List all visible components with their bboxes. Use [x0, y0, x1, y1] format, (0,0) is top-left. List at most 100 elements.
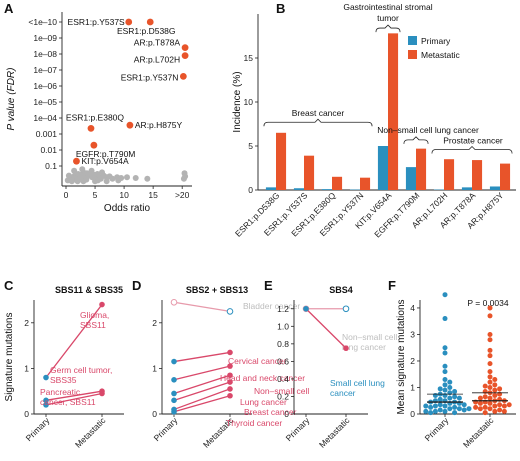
- panel-d-series-label: Bladder cancer: [243, 301, 300, 311]
- panel-e-series-label-line2: lung cancer: [342, 342, 386, 352]
- panel-f-metastatic-point: [492, 392, 498, 398]
- panel-c-series-label-line2: SBS11: [80, 320, 106, 330]
- panel-d-series-label: Breast cancer: [244, 407, 297, 417]
- panel-c-title: SBS11 & SBS35: [55, 285, 123, 295]
- panel-f-metastatic-point: [487, 374, 493, 380]
- panel-b-group-bracket: [431, 145, 513, 154]
- panel-b-bar-primary: [461, 187, 472, 190]
- panel-c-series-label-line2: cancer, SBS11: [40, 397, 96, 407]
- panel-e: E SBS4 0 0.2 0.4 0.6 0.8 1.0 1.2 Primary Metastati…: [264, 278, 397, 450]
- panel-a-xtick-label: 5: [93, 190, 98, 200]
- panel-f-primary-point: [442, 363, 448, 369]
- series-line: [173, 381, 231, 401]
- panel-b-group-bracket: [403, 136, 429, 144]
- panel-f-primary-point: [442, 403, 448, 409]
- panel-f-metastatic-point: [477, 406, 483, 412]
- panel-e-series-label: Small cell lung: [330, 378, 385, 388]
- panel-d-series-label: Non–small cell: [254, 386, 309, 396]
- panel-f-metastatic-point: [487, 337, 493, 343]
- panel-f-primary-point: [428, 404, 434, 410]
- panel-a-ytick-label: 1e–06: [33, 81, 57, 91]
- panel-f-primary-point: [466, 406, 472, 412]
- panel-f-letter: F: [388, 278, 396, 293]
- panel-b-bar-metastatic: [444, 159, 455, 190]
- panel-f-metastatic-point: [482, 410, 488, 416]
- panel-a-highlight-point: [126, 121, 134, 129]
- panel-a-background-point: [74, 178, 81, 185]
- panel-f-primary-point: [442, 382, 448, 388]
- panel-a: A <1e–10 1e–09 1e–08 1e–07 1e–06 1e–05 1e–04 0.0…: [4, 1, 192, 214]
- panel-c-series-label: Germ cell tumor,: [50, 365, 112, 375]
- panel-f-metastatic-point: [487, 406, 493, 412]
- panel-f-primary-point: [442, 350, 448, 356]
- panel-a-xtick-label: 0: [64, 190, 69, 200]
- panel-f-primary-point: [437, 386, 443, 392]
- series-line: [45, 390, 103, 401]
- panel-f-metastatic-point: [477, 395, 483, 401]
- primary-point: [43, 402, 49, 408]
- panel-b-bar-primary: [321, 189, 332, 190]
- panel-f-primary-point: [452, 410, 458, 416]
- metastatic-point: [227, 363, 233, 369]
- panel-f-y-label: Mean signature mutations: [396, 299, 407, 414]
- panel-f-metastatic-point: [473, 404, 479, 410]
- panel-b-bar-primary: [405, 167, 416, 190]
- panel-b-group-label-line2: tumor: [377, 13, 399, 23]
- panel-f-primary-point: [442, 392, 448, 398]
- panel-f-primary-point: [432, 403, 438, 409]
- ytick-label: 2: [152, 318, 157, 328]
- primary-point: [171, 397, 177, 404]
- panel-a-ytick-label: <1e–10: [28, 17, 57, 27]
- panel-e-series-label-line2: cancer: [330, 388, 356, 398]
- metastatic-point: [227, 349, 233, 356]
- panel-d-series-label: Thyroid cancer: [226, 418, 282, 428]
- metastatic-point: [227, 386, 233, 392]
- panel-b-ytick-label: 0: [248, 185, 253, 195]
- panel-a-point-label: AR:p.H875Y: [135, 120, 183, 130]
- panel-c-series-label-line2: SBS35: [50, 375, 77, 385]
- panel-f-primary-point: [423, 403, 429, 409]
- panel-f-primary-point: [437, 396, 443, 402]
- panel-f-metastatic-point: [501, 408, 507, 414]
- panel-f-metastatic-point: [477, 400, 483, 406]
- ytick-label: 1.2: [277, 304, 289, 314]
- panel-a-point-label: ESR1:p.E380Q: [66, 112, 125, 122]
- panel-a-point-label: EGFR:p.T790M: [76, 149, 136, 159]
- panel-a-background-point: [132, 175, 139, 181]
- panel-b-bar-primary: [377, 146, 388, 190]
- panel-f-metastatic-point: [501, 403, 507, 409]
- panel-a-ytick-label: 1e–04: [33, 113, 57, 123]
- panel-f-metastatic-point: [497, 391, 503, 397]
- metastatic-point: [227, 372, 233, 379]
- panel-b-bar-metastatic: [472, 160, 483, 190]
- panel-b-bar-primary: [265, 187, 276, 190]
- panel-b-ytick-label: 10: [244, 97, 254, 107]
- panel-f-primary-point: [442, 369, 448, 375]
- primary-point: [171, 377, 177, 383]
- panel-a-ytick-label: 1e–08: [33, 49, 57, 59]
- metastatic-point: [227, 392, 233, 399]
- panel-a-background-point: [181, 170, 188, 177]
- panel-d-series-label: Cervical cancer: [228, 356, 287, 366]
- series-line: [173, 388, 231, 411]
- panel-b-ytick-label: 15: [244, 53, 254, 63]
- panel-f-metastatic-point: [487, 331, 493, 337]
- panel-a-point-label: AR:p.T878A: [134, 38, 181, 48]
- panel-b-legend-metastatic: Metastatic: [421, 50, 460, 60]
- panel-b-bar-metastatic: [332, 176, 343, 190]
- panel-a-ytick-label: 1e–09: [33, 33, 57, 43]
- panel-f-primary-point: [432, 408, 438, 414]
- panel-a-point-label: AR:p.L702H: [134, 55, 180, 65]
- series-line: [173, 395, 231, 413]
- panel-d-series-label: Lung cancer: [240, 397, 287, 407]
- series-line: [45, 392, 103, 406]
- panel-a-highlight-point: [73, 157, 80, 165]
- panel-b-bar-metastatic: [388, 33, 399, 190]
- series-line: [173, 351, 231, 363]
- panel-f-primary-point: [442, 377, 448, 383]
- panel-f-primary-point: [428, 410, 434, 416]
- panel-f-primary-point: [432, 392, 438, 398]
- metastatic-point: [226, 308, 234, 315]
